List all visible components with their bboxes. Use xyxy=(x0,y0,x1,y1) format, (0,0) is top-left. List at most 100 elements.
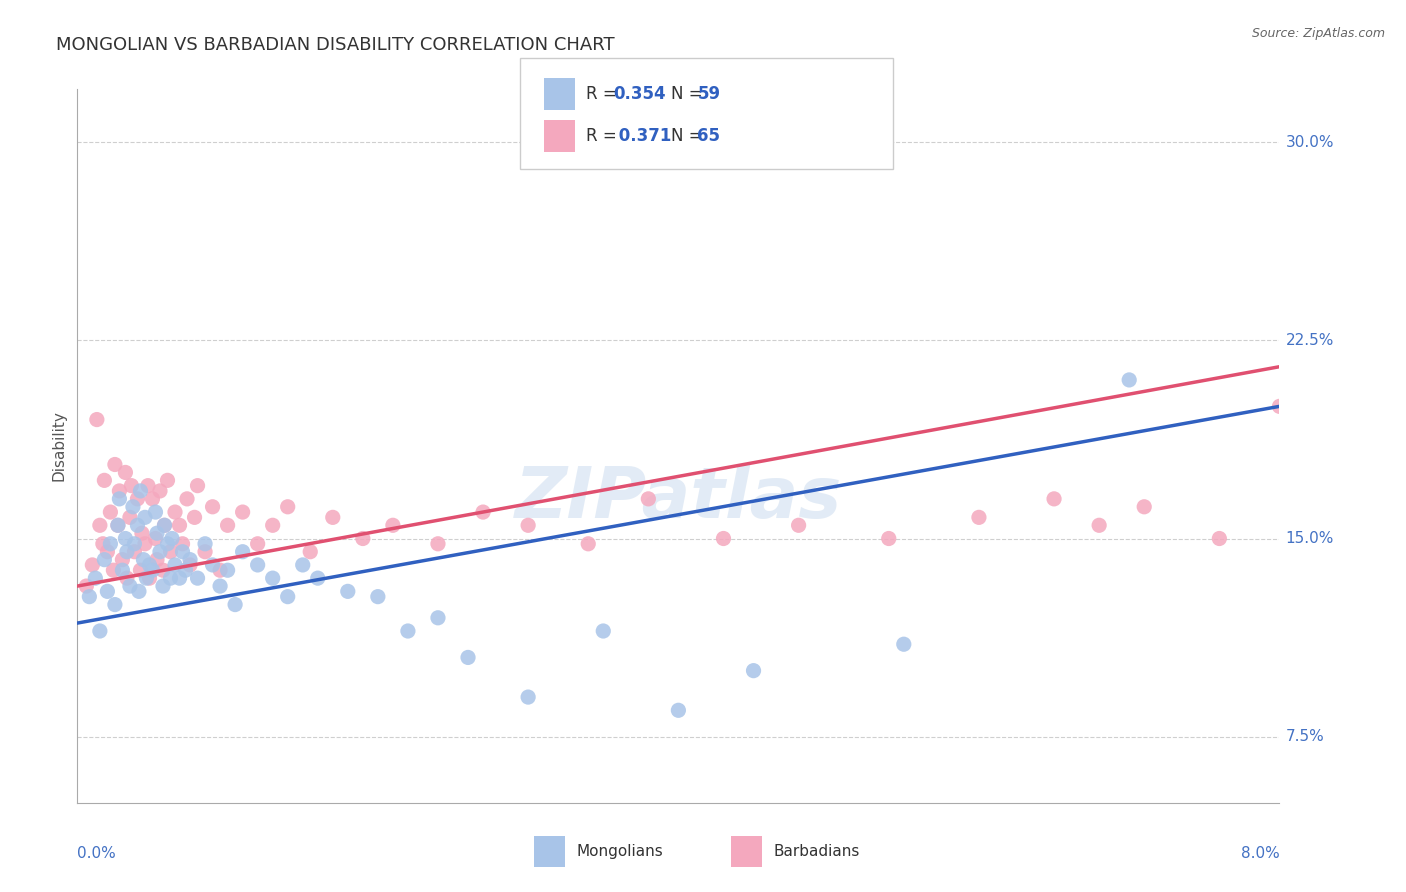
Point xyxy=(277,500,299,514)
Point xyxy=(138,571,160,585)
Point xyxy=(89,624,111,638)
Point xyxy=(114,466,136,480)
Point xyxy=(86,412,108,426)
Point xyxy=(262,571,284,585)
Point xyxy=(169,518,191,533)
Point xyxy=(381,518,404,533)
Point xyxy=(186,571,209,585)
Point xyxy=(967,510,990,524)
Point xyxy=(141,563,163,577)
Point xyxy=(114,532,136,546)
Point xyxy=(146,552,169,566)
Y-axis label: Disability: Disability xyxy=(51,410,66,482)
Point xyxy=(172,545,194,559)
Point xyxy=(89,518,111,533)
Point xyxy=(194,537,217,551)
Text: 59: 59 xyxy=(697,85,720,103)
Point xyxy=(84,571,107,585)
Point xyxy=(111,552,134,566)
Point xyxy=(145,505,167,519)
Point xyxy=(1268,400,1291,414)
Point xyxy=(299,545,322,559)
Point xyxy=(1133,500,1156,514)
Point xyxy=(120,478,142,492)
Point xyxy=(307,571,329,585)
Point xyxy=(138,558,160,572)
Point xyxy=(877,532,900,546)
Text: 30.0%: 30.0% xyxy=(1285,135,1334,150)
Point xyxy=(787,518,810,533)
Text: 0.354: 0.354 xyxy=(613,85,665,103)
Point xyxy=(136,478,159,492)
Point xyxy=(517,518,540,533)
Point xyxy=(146,526,169,541)
Point xyxy=(124,545,146,559)
Point xyxy=(134,537,156,551)
Point xyxy=(75,579,97,593)
Point xyxy=(201,558,224,572)
Point xyxy=(713,532,735,546)
Point xyxy=(156,537,179,551)
Point xyxy=(104,598,127,612)
Point xyxy=(159,571,181,585)
Point xyxy=(232,505,254,519)
Point xyxy=(637,491,659,506)
Text: N =: N = xyxy=(671,85,707,103)
Point xyxy=(91,537,114,551)
Point xyxy=(217,518,239,533)
Point xyxy=(1208,532,1230,546)
Point xyxy=(104,458,127,472)
Text: N =: N = xyxy=(671,127,707,145)
Point xyxy=(118,510,141,524)
Text: R =: R = xyxy=(586,85,623,103)
Point xyxy=(668,703,690,717)
Point xyxy=(396,624,419,638)
Point xyxy=(96,584,118,599)
Point xyxy=(122,500,145,514)
Point xyxy=(232,545,254,559)
Text: Source: ZipAtlas.com: Source: ZipAtlas.com xyxy=(1251,27,1385,40)
Point xyxy=(1043,491,1066,506)
Point xyxy=(149,483,172,498)
Text: 8.0%: 8.0% xyxy=(1240,846,1279,861)
Point xyxy=(107,518,129,533)
Point xyxy=(124,537,146,551)
Point xyxy=(134,510,156,524)
Point xyxy=(163,505,186,519)
Point xyxy=(172,537,194,551)
Point xyxy=(152,579,174,593)
Point xyxy=(174,563,197,577)
Point xyxy=(100,537,122,551)
Point xyxy=(82,558,104,572)
Point xyxy=(108,483,131,498)
Point xyxy=(152,563,174,577)
Point xyxy=(201,500,224,514)
Point xyxy=(145,532,167,546)
Point xyxy=(224,598,246,612)
Point xyxy=(336,584,359,599)
Point xyxy=(129,483,152,498)
Point xyxy=(367,590,389,604)
Point xyxy=(163,558,186,572)
Point xyxy=(100,505,122,519)
Text: 0.0%: 0.0% xyxy=(77,846,117,861)
Point xyxy=(262,518,284,533)
Point xyxy=(322,510,344,524)
Point xyxy=(517,690,540,704)
Point xyxy=(115,545,138,559)
Point xyxy=(115,571,138,585)
Point xyxy=(128,584,150,599)
Point xyxy=(111,563,134,577)
Point xyxy=(352,532,374,546)
Point xyxy=(576,537,599,551)
Point xyxy=(209,579,232,593)
Point xyxy=(127,491,149,506)
Point xyxy=(186,478,209,492)
Point xyxy=(179,552,201,566)
Point xyxy=(183,510,205,524)
Point xyxy=(246,558,269,572)
Point xyxy=(179,558,201,572)
Point xyxy=(107,518,129,533)
Point xyxy=(141,491,163,506)
Point xyxy=(153,518,176,533)
